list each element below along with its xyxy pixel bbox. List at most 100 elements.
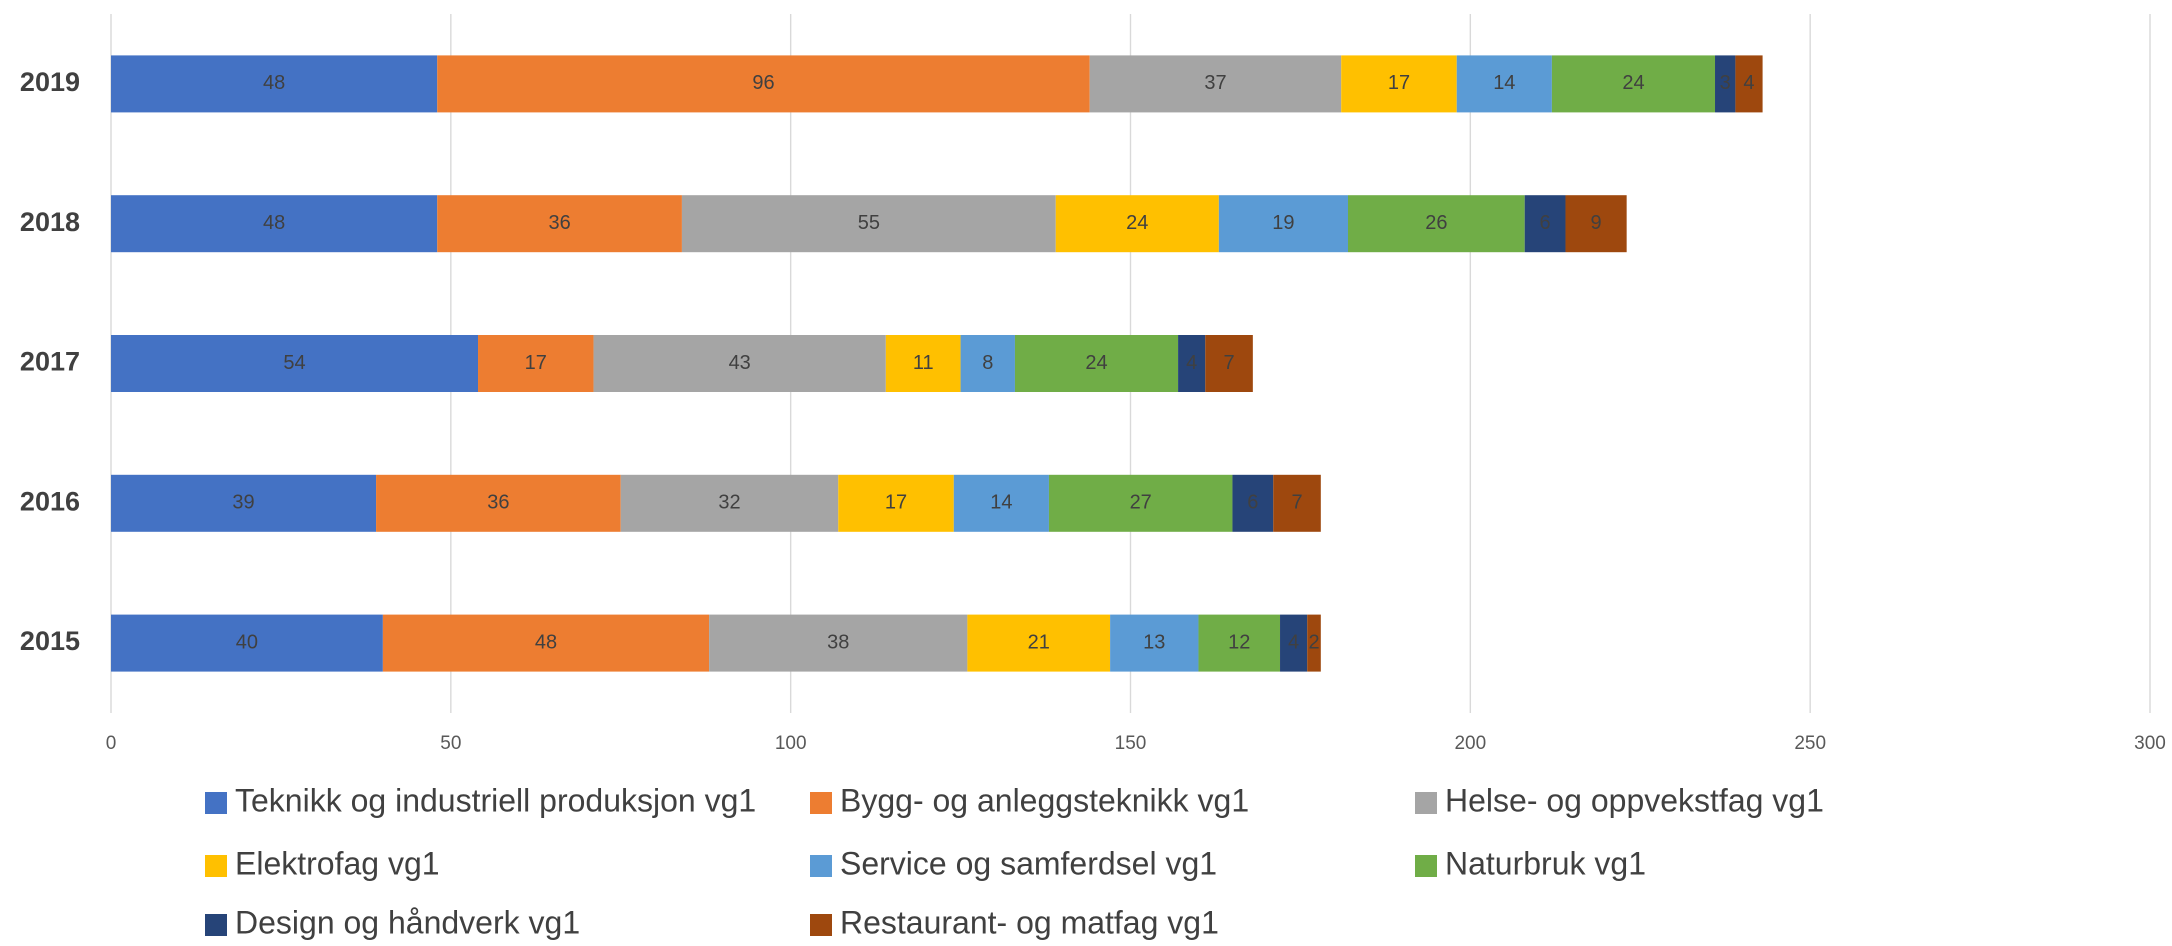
data-label: 36 [487,492,509,514]
bar-segment [1551,55,1716,113]
bar-segment [1178,335,1206,392]
data-label: 40 [236,631,258,653]
data-label: 48 [263,72,285,94]
data-label: 38 [827,631,849,653]
data-label: 6 [1540,212,1551,234]
bar-segment [382,614,710,672]
legend-swatch [205,792,227,814]
bar-segment [1273,474,1321,532]
bar-segment [1524,195,1566,253]
bar-segment [1110,614,1199,672]
legend-label: Naturbruk vg1 [1445,845,1646,881]
data-label: 2 [1308,631,1319,653]
legend-label: Elektrofag vg1 [235,845,440,881]
data-label: 17 [885,492,907,514]
y-tick-label: 2016 [20,486,80,516]
bar-segment [960,335,1015,392]
x-tick-label: 250 [1794,733,1826,754]
data-label: 17 [1388,72,1410,94]
bar-segment [1307,614,1321,672]
data-label: 54 [283,352,305,374]
bar-segment [1218,195,1348,253]
bar-segment [838,474,954,532]
bar-segment [111,614,383,672]
data-label: 96 [752,72,774,94]
data-label: 4 [1743,72,1754,94]
data-label: 48 [535,631,557,653]
legend-label: Service og samferdsel vg1 [840,845,1217,881]
bar-segment [437,195,682,253]
y-tick-label: 2019 [20,67,80,97]
legend-label: Design og håndverk vg1 [235,904,580,940]
y-tick-label: 2017 [20,347,80,377]
bar-segment [709,614,968,672]
legend-label: Bygg- og anleggsteknikk vg1 [840,782,1249,818]
bar-segment [1456,55,1552,113]
bar-segment [1735,55,1763,113]
data-label: 3 [1720,72,1731,94]
data-label: 14 [990,492,1012,514]
data-label: 36 [548,212,570,234]
legend-label: Teknikk og industriell produksjon vg1 [235,782,756,818]
data-label: 32 [718,492,740,514]
data-label: 9 [1591,212,1602,234]
data-label: 12 [1228,631,1250,653]
data-label: 26 [1425,212,1447,234]
bar-segment [111,474,377,532]
data-label: 43 [729,352,751,374]
bar-segment [376,474,621,532]
data-label: 24 [1622,72,1644,94]
bar-segment [111,55,438,113]
x-tick-label: 100 [775,733,807,754]
data-label: 11 [913,352,934,374]
data-label: 48 [263,212,285,234]
data-label: 39 [232,492,254,514]
legend-swatch [1415,855,1437,877]
bar-segment [1232,474,1274,532]
bar-segment [1205,335,1253,392]
data-label: 19 [1272,212,1294,234]
legend-label: Helse- og oppvekstfag vg1 [1445,782,1824,818]
bar-segment [1280,614,1308,672]
legend-swatch [810,914,832,936]
bar-segment [1198,614,1281,672]
bar-segment [1565,195,1627,253]
bar-segment [1048,474,1233,532]
x-tick-label: 50 [440,733,461,754]
legend-swatch [205,855,227,877]
bar-segment [1055,195,1219,253]
bar-segment [953,474,1049,532]
x-tick-label: 150 [1115,733,1147,754]
legend-swatch [205,914,227,936]
data-label: 24 [1126,212,1148,234]
data-label: 6 [1247,492,1258,514]
legend-swatch [810,855,832,877]
data-label: 17 [525,352,547,374]
bar-segment [1715,55,1736,113]
data-label: 4 [1186,352,1197,374]
data-label: 7 [1223,352,1234,374]
x-tick-label: 200 [1454,733,1486,754]
data-label: 21 [1028,631,1050,653]
bar-segment [111,335,479,392]
data-label: 55 [858,212,880,234]
bar-segment [1347,195,1525,253]
legend-swatch [810,792,832,814]
bar-segment [111,195,438,253]
bar-segment [437,55,1090,113]
data-label: 13 [1143,631,1165,653]
bar-segment [620,474,839,532]
data-label: 4 [1288,631,1299,653]
data-label: 27 [1130,492,1152,514]
data-label: 14 [1493,72,1515,94]
bar-segment [681,195,1056,253]
bar-segment [1089,55,1342,113]
data-label: 7 [1291,492,1302,514]
x-tick-label: 300 [2134,733,2166,754]
bar-segment [885,335,961,392]
data-label: 24 [1085,352,1107,374]
bar-segment [967,614,1111,672]
data-label: 8 [982,352,993,374]
bar-segment [478,335,594,392]
